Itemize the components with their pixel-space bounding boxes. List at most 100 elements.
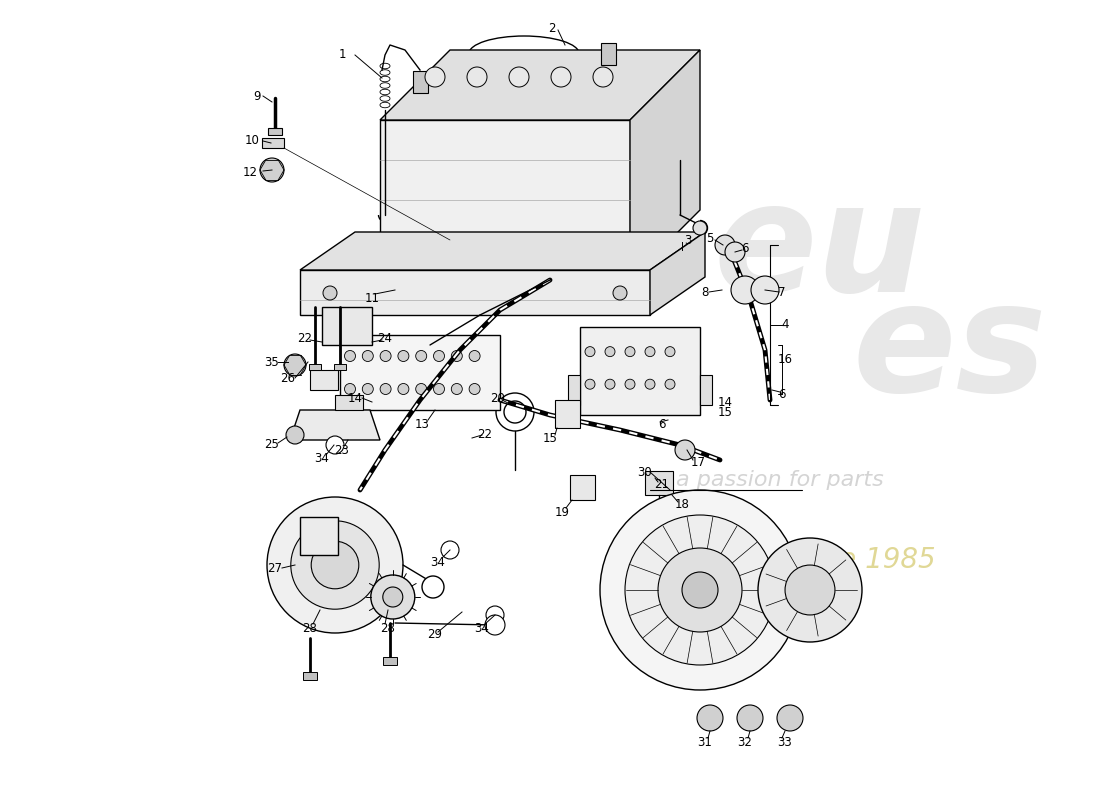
Circle shape [693, 221, 707, 235]
Circle shape [433, 350, 444, 362]
Text: 1: 1 [339, 49, 345, 62]
Bar [556, 400, 580, 428]
Bar [268, 128, 282, 135]
Polygon shape [379, 50, 700, 120]
Bar [340, 335, 500, 410]
Text: a passion for parts: a passion for parts [676, 470, 884, 490]
Bar [302, 672, 317, 680]
Text: 7: 7 [779, 286, 785, 298]
Circle shape [777, 705, 803, 731]
Circle shape [625, 379, 635, 389]
Text: 28: 28 [302, 622, 318, 634]
Circle shape [398, 350, 409, 362]
Circle shape [311, 541, 359, 589]
Bar [580, 327, 700, 415]
Circle shape [416, 350, 427, 362]
Text: 22: 22 [297, 331, 312, 345]
Circle shape [323, 286, 337, 300]
Circle shape [451, 350, 462, 362]
Text: since 1985: since 1985 [784, 546, 936, 574]
Text: 35: 35 [265, 355, 279, 369]
Circle shape [585, 379, 595, 389]
Circle shape [371, 575, 415, 619]
Text: 14: 14 [348, 391, 363, 405]
Circle shape [468, 67, 487, 87]
Circle shape [675, 440, 695, 460]
Circle shape [433, 383, 444, 394]
Text: 16: 16 [778, 354, 792, 366]
Circle shape [469, 383, 480, 394]
Text: 20: 20 [491, 391, 505, 405]
Circle shape [645, 346, 654, 357]
Text: 29: 29 [428, 629, 442, 642]
Circle shape [737, 705, 763, 731]
Text: 5: 5 [706, 231, 714, 245]
Circle shape [451, 383, 462, 394]
Text: 15: 15 [717, 406, 733, 418]
Circle shape [326, 436, 344, 454]
Text: 4: 4 [781, 318, 789, 331]
Bar [570, 475, 595, 500]
Bar [336, 395, 363, 410]
Circle shape [383, 587, 403, 607]
Text: 24: 24 [377, 331, 393, 345]
Polygon shape [290, 410, 380, 440]
Circle shape [600, 490, 800, 690]
Text: 3: 3 [684, 234, 692, 246]
Text: 34: 34 [474, 622, 490, 634]
Text: es: es [852, 275, 1047, 425]
Text: 25: 25 [265, 438, 279, 451]
Text: 6: 6 [741, 242, 749, 254]
Text: 12: 12 [242, 166, 257, 178]
Circle shape [697, 705, 723, 731]
Bar [645, 471, 673, 495]
Text: 34: 34 [430, 555, 446, 569]
Circle shape [658, 548, 742, 632]
Text: eu: eu [714, 175, 926, 325]
Bar [262, 138, 284, 148]
Circle shape [362, 350, 373, 362]
Bar [310, 370, 338, 390]
Text: 21: 21 [654, 478, 670, 491]
Text: 11: 11 [364, 291, 380, 305]
Bar [300, 517, 338, 555]
Circle shape [732, 276, 759, 304]
Circle shape [605, 379, 615, 389]
Text: 34: 34 [315, 451, 329, 465]
Circle shape [286, 426, 304, 444]
Circle shape [666, 379, 675, 389]
Circle shape [509, 67, 529, 87]
Text: 28: 28 [381, 622, 395, 634]
Circle shape [344, 350, 355, 362]
Circle shape [682, 572, 718, 608]
Text: 18: 18 [674, 498, 690, 511]
Circle shape [381, 350, 392, 362]
Bar [309, 364, 321, 370]
Bar [568, 375, 580, 405]
Text: 17: 17 [691, 455, 705, 469]
Circle shape [585, 346, 595, 357]
Text: 6: 6 [779, 387, 785, 401]
Polygon shape [300, 270, 650, 315]
Text: 32: 32 [738, 735, 752, 749]
Circle shape [441, 541, 459, 559]
Text: 2: 2 [548, 22, 556, 34]
Text: 19: 19 [554, 506, 570, 518]
Bar [334, 364, 346, 370]
Circle shape [785, 565, 835, 615]
Text: 6: 6 [658, 418, 666, 431]
Text: 26: 26 [280, 371, 296, 385]
Circle shape [284, 354, 306, 376]
Circle shape [625, 515, 776, 665]
Text: 22: 22 [477, 429, 493, 442]
Text: 10: 10 [244, 134, 260, 147]
Circle shape [725, 242, 745, 262]
Text: 8: 8 [702, 286, 708, 298]
Circle shape [666, 346, 675, 357]
Circle shape [485, 615, 505, 635]
Circle shape [625, 346, 635, 357]
Bar [700, 375, 712, 405]
Circle shape [469, 350, 480, 362]
Text: 15: 15 [542, 431, 558, 445]
Circle shape [715, 235, 735, 255]
